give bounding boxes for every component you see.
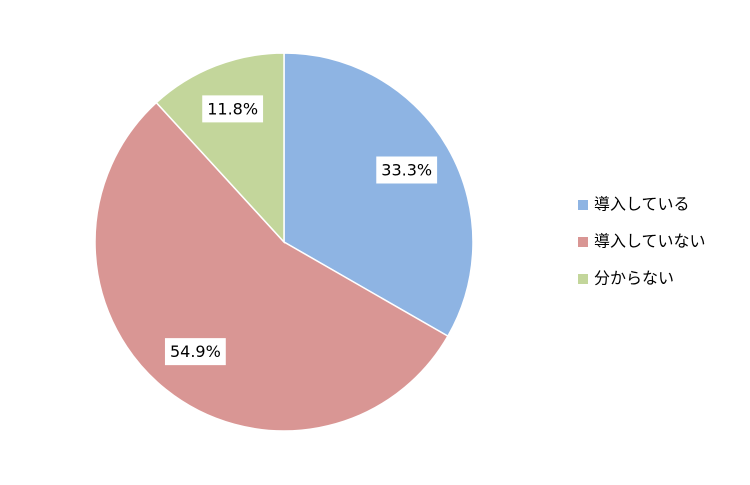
data-label: 11.8% (207, 99, 258, 118)
legend-marker (578, 237, 588, 247)
data-label: 54.9% (170, 342, 221, 361)
legend-marker (578, 200, 588, 210)
legend-label: 導入していない (594, 232, 706, 251)
data-label-bg (164, 338, 226, 366)
legend-label: 分からない (594, 269, 674, 288)
pie-slice (283, 52, 474, 338)
legend-label: 導入している (594, 195, 690, 214)
data-label: 33.3% (381, 160, 432, 179)
legend-marker (578, 274, 588, 284)
data-label-bg (376, 156, 438, 184)
data-label-bg (202, 95, 264, 123)
